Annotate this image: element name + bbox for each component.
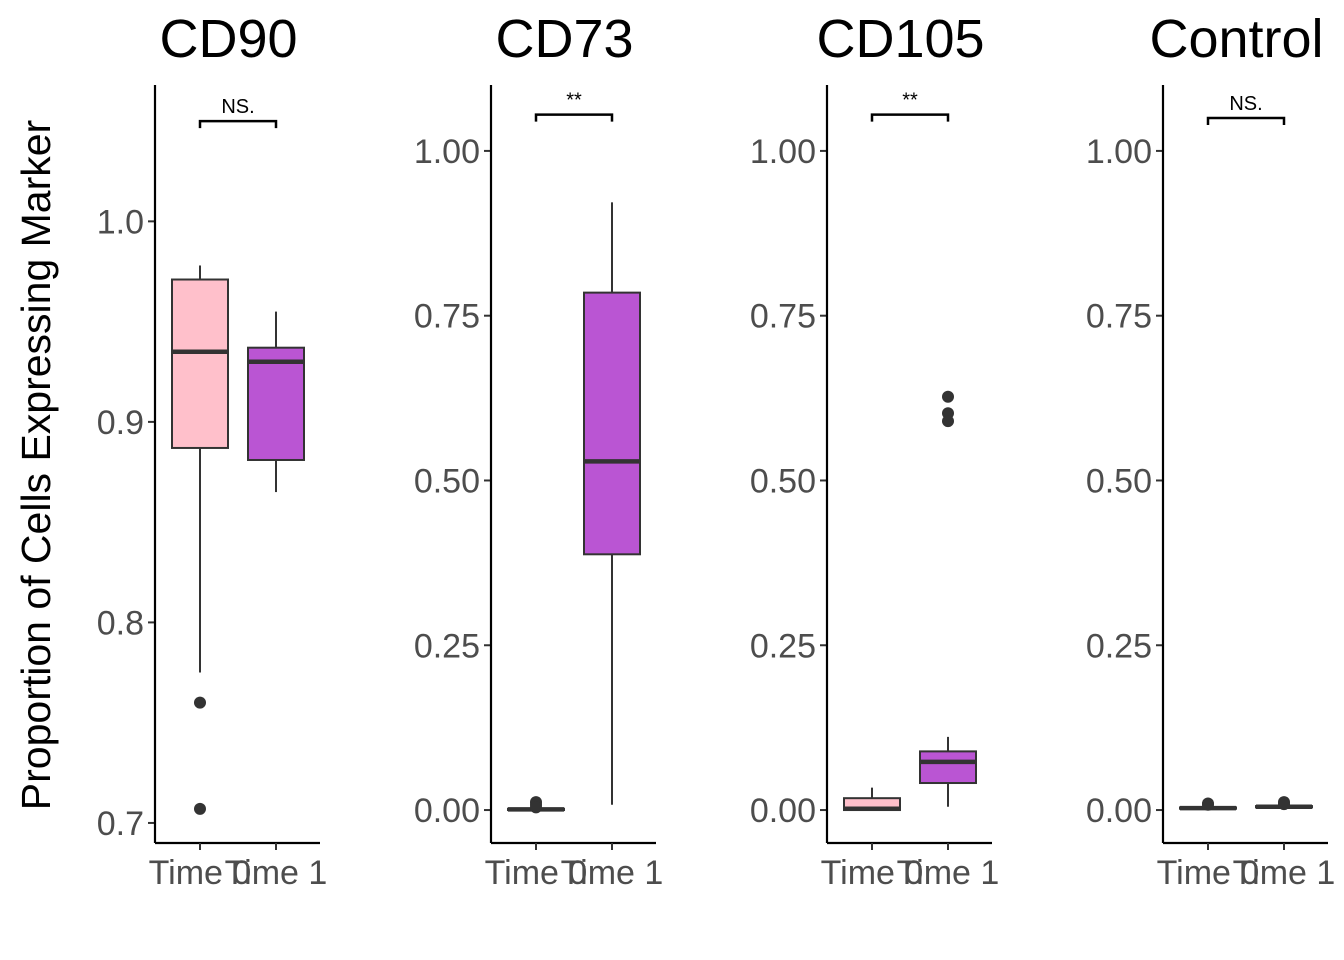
y-tick-label: 0.00 (1086, 792, 1152, 830)
box-iqr (247, 346, 305, 461)
y-tick-label: 0.50 (414, 462, 480, 500)
y-tick-label: 0.75 (750, 298, 816, 336)
significance-label: ** (902, 90, 918, 112)
x-tick-label: Time 1 (225, 854, 328, 892)
outlier-point (194, 802, 206, 815)
significance-label: NS. (1229, 93, 1262, 115)
x-tick-label: Time 1 (561, 854, 664, 892)
significance-bracket (870, 113, 950, 122)
outlier-point (530, 801, 542, 814)
y-tick-label: 0.7 (97, 805, 144, 843)
significance-label: ** (566, 90, 582, 112)
y-tick-label: 0.00 (750, 792, 816, 830)
y-tick-label: 0.9 (97, 404, 144, 442)
box-iqr (919, 750, 977, 785)
outlier-point (1278, 798, 1290, 811)
outlier-point (1202, 798, 1214, 811)
box-iqr (583, 291, 641, 556)
y-tick-label: 0.75 (414, 298, 480, 336)
x-tick-label: Time 0 (485, 854, 588, 892)
significance-label: NS. (221, 96, 254, 118)
y-tick-label: 0.8 (97, 604, 144, 642)
panel-title: CD73 (495, 9, 633, 69)
x-tick-label: Time 1 (1233, 854, 1336, 892)
y-tick-label: 0.00 (414, 792, 480, 830)
x-tick-label: Time 0 (1157, 854, 1260, 892)
outlier-point (942, 415, 954, 428)
outlier-point (942, 390, 954, 403)
outlier-point (194, 696, 206, 709)
y-tick-label: 0.25 (1086, 627, 1152, 665)
x-tick-label: Time 0 (149, 854, 252, 892)
y-tick-label: 1.0 (97, 203, 144, 241)
y-tick-label: 0.25 (414, 627, 480, 665)
panel-title: Control (1149, 9, 1323, 69)
y-tick-label: 0.25 (750, 627, 816, 665)
significance-bracket (1206, 116, 1286, 125)
y-tick-label: 1.00 (750, 133, 816, 171)
significance-bracket (198, 119, 278, 129)
y-tick-label: 0.50 (1086, 462, 1152, 500)
panel-title: CD90 (159, 9, 297, 69)
significance-bracket (534, 113, 614, 122)
y-tick-label: 1.00 (414, 133, 480, 171)
x-tick-label: Time 0 (821, 854, 924, 892)
y-tick-label: 1.00 (1086, 133, 1152, 171)
panel-title: CD105 (816, 9, 984, 69)
y-tick-label: 0.50 (750, 462, 816, 500)
y-tick-label: 0.75 (1086, 298, 1152, 336)
x-tick-label: Time 1 (897, 854, 1000, 892)
y-axis-title: Proportion of Cells Expressing Marker (13, 120, 59, 810)
box-iqr (171, 278, 229, 449)
